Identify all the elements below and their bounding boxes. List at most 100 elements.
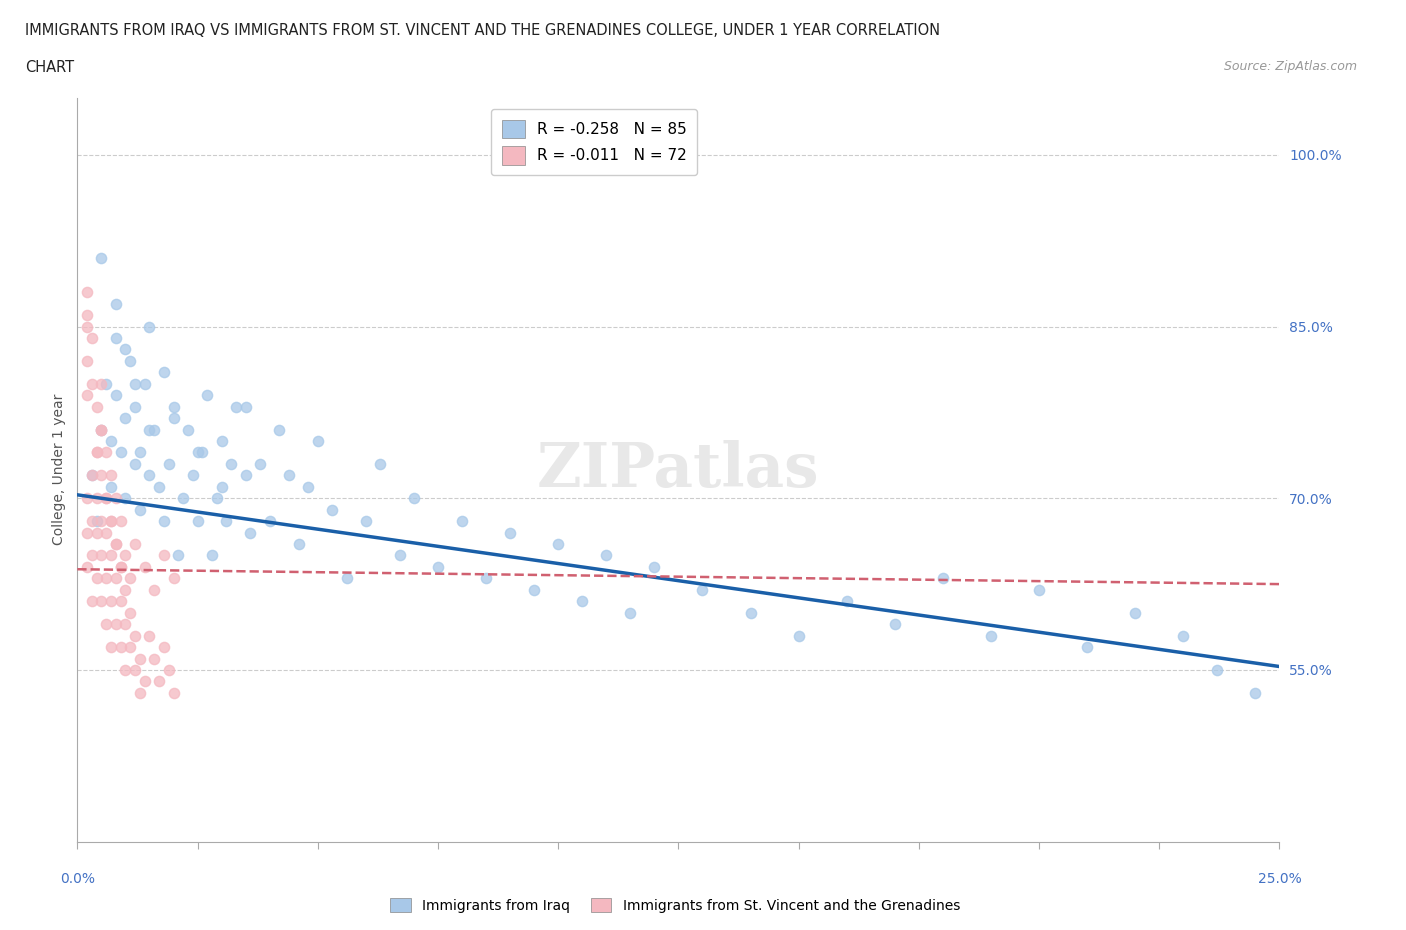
Point (86, 445, 108, 460)
Point (120, 605, 142, 620)
Point (120, 353, 142, 368)
Point (100, 640, 122, 655)
Point (162, 411, 184, 426)
Point (96, 525, 118, 540)
Point (86, 571, 108, 586)
Point (90, 422, 112, 437)
Point (138, 628, 160, 643)
Point (128, 651, 150, 666)
Point (114, 491, 136, 506)
Point (80, 513, 103, 528)
Point (153, 548, 176, 563)
Point (215, 513, 238, 528)
Point (100, 513, 122, 528)
Point (90, 513, 112, 528)
Point (143, 582, 166, 597)
Point (138, 422, 160, 437)
Point (138, 319, 160, 334)
Point (90, 422, 112, 437)
Point (104, 617, 127, 631)
Point (100, 513, 122, 528)
Point (90, 250, 112, 265)
Point (128, 445, 150, 460)
Legend: Immigrants from Iraq, Immigrants from St. Vincent and the Grenadines: Immigrants from Iraq, Immigrants from St… (384, 893, 966, 919)
Point (114, 617, 136, 631)
Point (148, 674, 170, 689)
Point (187, 445, 209, 460)
Point (277, 468, 299, 483)
Point (86, 399, 108, 414)
Point (80, 548, 103, 563)
Point (124, 399, 146, 414)
Point (287, 537, 309, 551)
Point (120, 571, 142, 586)
Point (124, 662, 146, 677)
Point (90, 377, 112, 392)
Point (80, 468, 103, 483)
Point (110, 560, 132, 575)
Point (153, 640, 176, 655)
Point (143, 422, 166, 437)
Point (148, 479, 170, 494)
Point (740, 605, 762, 620)
Point (883, 617, 905, 631)
Point (80, 330, 103, 345)
Point (143, 651, 166, 666)
Point (96, 617, 118, 631)
Point (402, 491, 425, 506)
Point (162, 685, 184, 700)
Point (124, 457, 146, 472)
Point (124, 628, 146, 643)
Point (547, 537, 569, 551)
Point (124, 377, 146, 392)
Point (523, 582, 546, 597)
Point (76, 308, 98, 323)
Point (177, 422, 200, 437)
Point (167, 548, 190, 563)
Point (104, 537, 127, 551)
Point (76, 491, 98, 506)
Point (90, 468, 112, 483)
Point (235, 468, 257, 483)
Point (235, 399, 257, 414)
Text: CHART: CHART (25, 60, 75, 75)
Point (932, 571, 955, 586)
Point (134, 674, 156, 689)
Point (76, 525, 98, 540)
Point (157, 662, 180, 677)
Point (201, 548, 224, 563)
Text: Source: ZipAtlas.com: Source: ZipAtlas.com (1223, 60, 1357, 73)
Point (110, 445, 132, 460)
Point (195, 388, 218, 403)
Point (86, 513, 108, 528)
Point (153, 513, 176, 528)
Point (138, 468, 160, 483)
Point (80, 468, 103, 483)
Point (124, 537, 146, 551)
Point (153, 365, 176, 379)
Point (1173, 628, 1195, 643)
Point (110, 560, 132, 575)
Point (1028, 582, 1050, 597)
Text: IMMIGRANTS FROM IRAQ VS IMMIGRANTS FROM ST. VINCENT AND THE GRENADINES COLLEGE, : IMMIGRANTS FROM IRAQ VS IMMIGRANTS FROM … (25, 23, 941, 38)
Point (205, 491, 228, 506)
Point (120, 640, 142, 655)
Point (692, 582, 714, 597)
Point (104, 537, 127, 551)
Point (110, 640, 132, 655)
Point (86, 445, 108, 460)
Point (211, 433, 233, 448)
Point (1244, 685, 1267, 700)
Point (321, 502, 343, 517)
Point (134, 560, 156, 575)
Point (76, 353, 98, 368)
Text: ZIPatlas: ZIPatlas (537, 440, 820, 499)
Point (100, 594, 122, 609)
Point (499, 525, 522, 540)
Legend: R = -0.258   N = 85, R = -0.011   N = 72: R = -0.258 N = 85, R = -0.011 N = 72 (491, 109, 697, 176)
Point (297, 479, 319, 494)
Point (96, 445, 118, 460)
Point (90, 548, 112, 563)
Point (96, 491, 118, 506)
Point (157, 457, 180, 472)
